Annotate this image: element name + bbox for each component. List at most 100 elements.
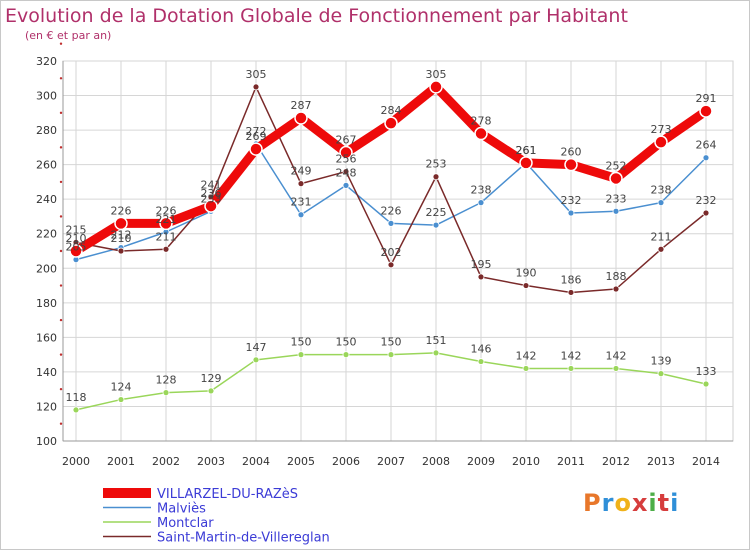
y-tick-label: 100 — [36, 435, 57, 448]
series-lines — [69, 80, 713, 414]
series-0-data-label: 232 — [561, 194, 582, 207]
series-0-point — [567, 209, 575, 217]
legend: VILLARZEL-DU-RAZèSMalvièsMontclarSaint-M… — [103, 487, 330, 546]
series-0-point — [702, 154, 710, 162]
x-tick-label: 2003 — [197, 455, 225, 468]
legend-label: Montclar — [157, 516, 214, 531]
logo-letter: r — [601, 489, 615, 517]
minor-tick-mark — [59, 42, 63, 45]
series-2-data-label: 188 — [606, 270, 627, 283]
series-0-data-label: 248 — [336, 166, 357, 179]
series-0-data-label: 238 — [471, 184, 492, 197]
minor-tick-mark — [59, 387, 63, 391]
series-1-point — [117, 396, 125, 403]
series-3-point — [294, 111, 308, 125]
x-tick-label: 2008 — [422, 455, 450, 468]
series-2-point — [387, 261, 395, 269]
series-2-data-label: 249 — [291, 165, 312, 178]
logo-letter: t — [657, 489, 671, 517]
series-2-data-label: 215 — [66, 223, 87, 236]
series-3-point — [699, 104, 713, 118]
series-3-data-label: 287 — [291, 99, 312, 112]
series-1-point — [432, 349, 440, 357]
legend-label: VILLARZEL-DU-RAZèS — [157, 487, 298, 502]
series-3-data-label: 226 — [156, 204, 177, 217]
y-tick-label: 200 — [36, 262, 57, 275]
series-2-data-label: 211 — [156, 230, 177, 243]
x-tick-label: 2002 — [152, 455, 180, 468]
y-tick-label: 260 — [36, 159, 57, 172]
series-3-point — [204, 199, 218, 213]
series-0-data-label: 272 — [246, 125, 267, 138]
y-tick-label: 320 — [36, 55, 57, 68]
series-2-point — [432, 173, 440, 181]
series-2-data-label: 232 — [696, 194, 717, 207]
series-1-data-label: 128 — [156, 374, 177, 387]
series-0-point — [612, 207, 620, 215]
series-1-point — [162, 389, 170, 397]
y-tick-label: 120 — [36, 400, 57, 413]
series-3-data-label: 252 — [606, 159, 627, 172]
series-1-point — [207, 387, 215, 395]
series-1-data-label: 142 — [606, 349, 627, 362]
series-2-point — [477, 273, 485, 281]
series-3-data-label: 236 — [201, 187, 222, 200]
series-0-data-label: 233 — [606, 192, 627, 205]
series-0-data-label: 226 — [381, 204, 402, 217]
series-2-data-label: 195 — [471, 258, 492, 271]
legend-label: Saint-Martin-de-Villereglan — [157, 531, 330, 546]
chart-subtitle: (en € et par an) — [25, 29, 112, 42]
series-1-data-label: 150 — [336, 336, 357, 349]
x-tick-label: 2004 — [242, 455, 270, 468]
x-tick-label: 2006 — [332, 455, 360, 468]
series-3-point — [609, 171, 623, 186]
proxiti-logo: Proxiti — [583, 489, 679, 517]
series-1-data-label: 147 — [246, 341, 267, 354]
series-0-point — [432, 221, 440, 229]
minor-tick-mark — [59, 353, 63, 356]
series-1-point — [702, 380, 710, 388]
series-3-point — [114, 216, 128, 231]
series-1-data-label: 133 — [696, 365, 717, 378]
x-tick-label: 2010 — [512, 455, 540, 468]
series-3-data-label: 261 — [516, 144, 537, 157]
series-2-point — [342, 168, 350, 175]
series-1-data-label: 146 — [471, 343, 492, 356]
x-tick-label: 2007 — [377, 455, 405, 468]
series-3-data-label: 226 — [111, 204, 132, 217]
series-3-data-label: 269 — [246, 130, 267, 143]
series-3-data-label: 284 — [381, 104, 402, 117]
series-3-data-label: 267 — [336, 134, 357, 147]
series-3-point — [474, 126, 488, 141]
axes: 100 120 140 160 180 200 220 240 260 280 300 320 2000… — [36, 42, 733, 468]
series-3-data-label: 305 — [426, 68, 447, 81]
y-tick-label: 220 — [36, 228, 57, 241]
logo-letter: i — [648, 489, 658, 517]
series-0-point — [657, 199, 665, 207]
series-3-point — [519, 156, 533, 170]
x-tick-label: 2005 — [287, 455, 315, 468]
minor-tick-mark — [59, 422, 63, 425]
series-2-point — [657, 245, 665, 253]
series-3-data-label: 260 — [561, 146, 582, 159]
series-2-data-label: 186 — [561, 273, 582, 286]
series-3-data-label: 291 — [696, 92, 717, 105]
series-3-point — [339, 145, 353, 160]
series-1-data-label: 150 — [291, 336, 312, 349]
series-3-point — [654, 135, 668, 149]
series-2-point — [612, 285, 620, 293]
x-tick-label: 2012 — [602, 455, 630, 468]
minor-tick-mark — [59, 249, 63, 253]
series-2-point — [117, 247, 125, 255]
series-0-data-label: 205 — [66, 241, 87, 254]
x-tick-label: 2011 — [557, 455, 585, 468]
series-0-point — [342, 181, 350, 189]
series-1-point — [297, 351, 305, 359]
series-2-point — [702, 209, 710, 217]
series-0-point — [477, 199, 485, 207]
y-tick-label: 140 — [36, 366, 57, 379]
minor-tick-mark — [59, 215, 63, 218]
series-3-point — [69, 244, 83, 258]
